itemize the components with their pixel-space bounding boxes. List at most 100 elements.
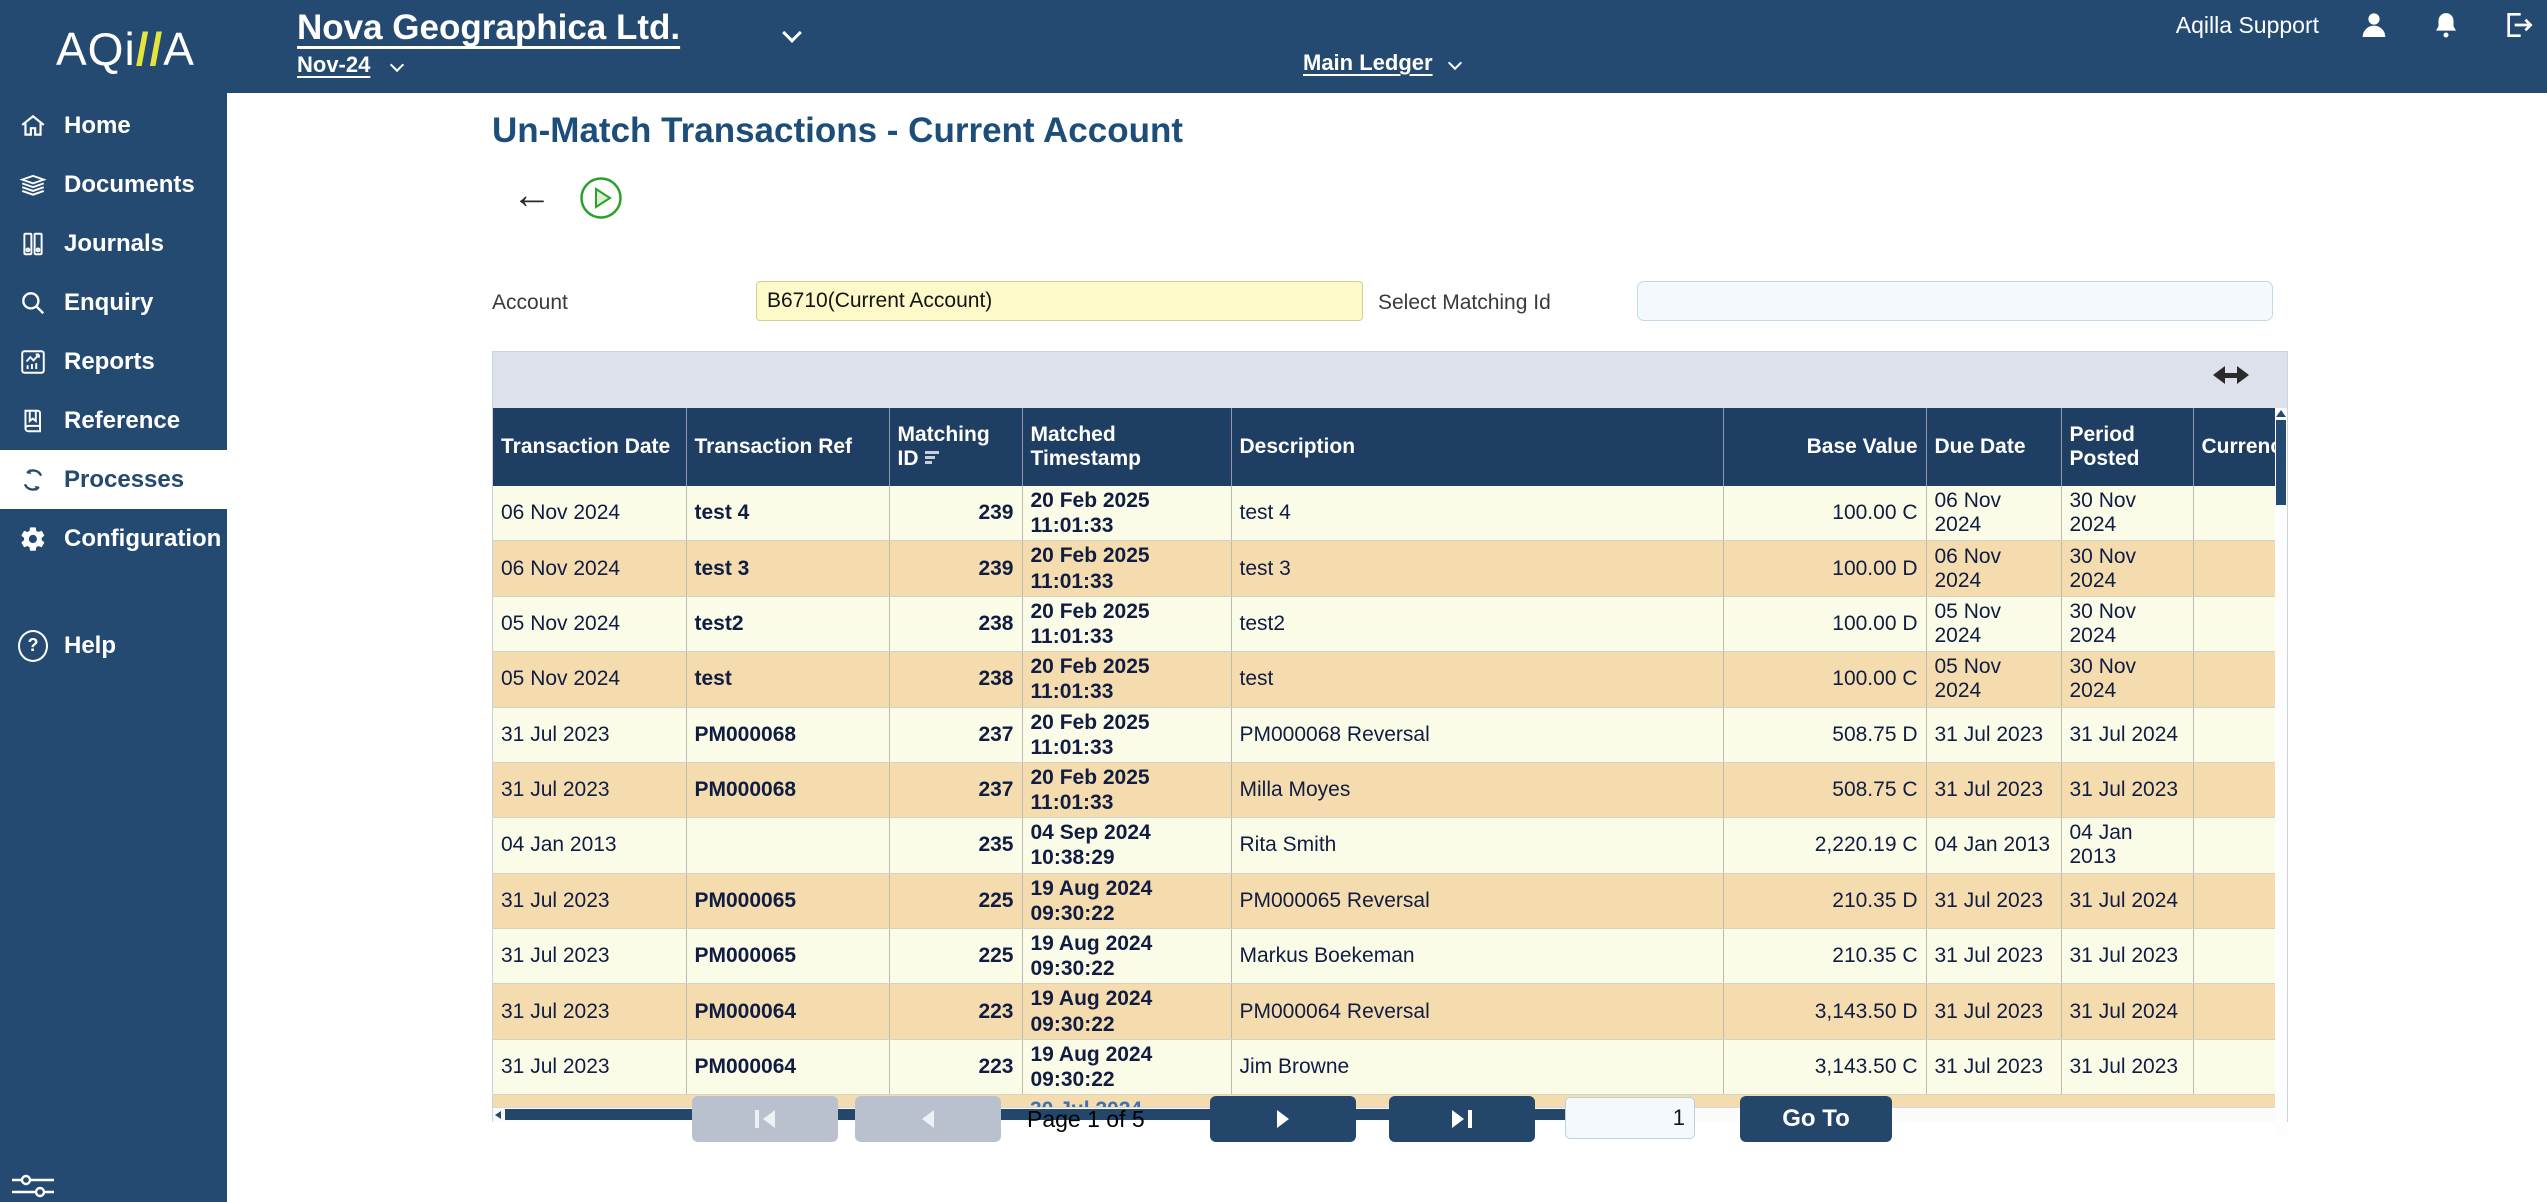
cell-transaction-ref-link[interactable] — [686, 817, 890, 874]
cell-matching-id-link[interactable]: 223 — [889, 1039, 1023, 1096]
table-row[interactable]: 31 Jul 2023 PM000068 237 20 Feb 2025 11:0… — [493, 707, 2276, 763]
col-matched-timestamp[interactable]: Matched Timestamp — [1022, 408, 1232, 486]
cell-due-date: 31 Jul 2023 — [1926, 983, 2062, 1040]
filters-sliders-icon[interactable] — [10, 1172, 56, 1202]
sidebar-item-processes[interactable]: Processes — [0, 450, 227, 509]
table-toolbar — [493, 352, 2287, 408]
cell-transaction-ref-link[interactable]: test 3 — [686, 540, 890, 597]
cell-transaction-ref-link[interactable]: PM000068 — [686, 762, 890, 819]
sidebar-item-configuration[interactable]: Configuration — [0, 509, 227, 568]
cell-matching-id-link[interactable]: 239 — [889, 540, 1023, 597]
logout-icon[interactable] — [2501, 8, 2535, 42]
sidebar-item-help[interactable]: ? Help — [0, 616, 227, 675]
table-row[interactable]: 05 Nov 2024 test 238 20 Feb 2025 11:01:33… — [493, 651, 2276, 708]
cell-transaction-ref-link[interactable]: PM000064 — [686, 1039, 890, 1096]
cell-description: test 3 — [1231, 540, 1724, 597]
cell-matching-id-link[interactable]: 225 — [889, 928, 1023, 985]
chevron-down-icon — [1447, 55, 1463, 71]
cell-transaction-ref-link[interactable]: test2 — [686, 596, 890, 653]
table-row[interactable]: 31 Jul 2023 PM000064 223 19 Aug 2024 09:3… — [493, 1039, 2276, 1096]
cell-base-value: 100.00 C — [1723, 651, 1927, 708]
cell-transaction-date: 06 Nov 2024 — [493, 486, 687, 542]
cell-currency — [2193, 983, 2276, 1040]
cell-period-posted: 31 Jul 2024 — [2061, 983, 2194, 1040]
sidebar-item-reference[interactable]: Reference — [0, 391, 227, 450]
vertical-scroll-thumb[interactable] — [2276, 420, 2286, 505]
table-row[interactable]: 04 Jan 2013 235 04 Sep 2024 10:38:29 Rita… — [493, 817, 2276, 874]
first-page-button[interactable] — [692, 1096, 838, 1142]
cell-transaction-ref-link[interactable]: PM000064 — [686, 983, 890, 1040]
sidebar-item-home[interactable]: Home — [0, 96, 227, 155]
cell-matching-id-link[interactable]: 225 — [889, 873, 1023, 930]
run-process-button[interactable] — [579, 176, 623, 220]
ledger-selector[interactable]: Main Ledger — [1303, 50, 1433, 75]
cell-matched-timestamp: 04 Sep 2024 10:38:29 — [1022, 817, 1232, 874]
cell-transaction-ref-link[interactable]: test 4 — [686, 486, 890, 542]
cell-transaction-ref-link[interactable]: PM000068 — [686, 707, 890, 763]
cell-matching-id-link[interactable]: 238 — [889, 596, 1023, 653]
back-arrow-button[interactable]: ← — [512, 173, 552, 217]
cell-transaction-ref-link[interactable]: PM000065 — [686, 873, 890, 930]
col-matching-id[interactable]: Matching ID — [889, 408, 1023, 486]
book-icon — [18, 406, 48, 436]
sidebar-item-journals[interactable]: Journals — [0, 214, 227, 273]
table-row[interactable]: 31 Jul 2023 PM000065 225 19 Aug 2024 09:3… — [493, 873, 2276, 930]
sidebar-item-enquiry[interactable]: Enquiry — [0, 273, 227, 332]
cell-matching-id-link[interactable]: 223 — [889, 983, 1023, 1040]
notifications-bell-icon[interactable] — [2429, 8, 2463, 42]
cell-due-date: 31 Jul 2023 — [1926, 1039, 2062, 1096]
cell-due-date: 31 Jul 2023 — [1926, 873, 2062, 930]
cell-matching-id-link[interactable]: 239 — [889, 486, 1023, 542]
scroll-left-arrow[interactable] — [495, 1111, 501, 1120]
user-profile-icon[interactable] — [2357, 8, 2391, 42]
user-cluster: Aqilla Support — [2176, 8, 2535, 42]
table-row[interactable]: 31 Jul 2023 PM000064 223 19 Aug 2024 09:3… — [493, 983, 2276, 1040]
search-icon — [18, 288, 48, 318]
cell-currency — [2193, 817, 2276, 874]
col-description[interactable]: Description — [1231, 408, 1724, 486]
cell-matched-timestamp: 19 Aug 2024 09:30:22 — [1022, 1039, 1232, 1096]
cell-transaction-ref-link[interactable]: PM000065 — [686, 928, 890, 985]
col-transaction-date[interactable]: Transaction Date — [493, 408, 687, 486]
col-transaction-ref[interactable]: Transaction Ref — [686, 408, 890, 486]
col-currency[interactable]: Currency — [2193, 408, 2276, 486]
gear-icon — [18, 524, 48, 554]
sidebar-item-label: Home — [64, 111, 131, 139]
period-selector[interactable]: Nov-24 — [297, 52, 371, 77]
horizontal-scroll-thumb[interactable] — [505, 1109, 1573, 1121]
matching-id-label: Select Matching Id — [1378, 291, 1551, 314]
vertical-scrollbar[interactable] — [2275, 408, 2287, 1135]
table-row[interactable]: 06 Nov 2024 test 4 239 20 Feb 2025 11:01:… — [493, 486, 2276, 542]
sidebar-item-label: Journals — [64, 229, 165, 257]
cell-matching-id-link[interactable]: 235 — [889, 817, 1023, 874]
previous-page-button[interactable] — [855, 1096, 1001, 1142]
cell-matching-id-link[interactable]: 238 — [889, 651, 1023, 708]
sidebar-item-reports[interactable]: Reports — [0, 332, 227, 391]
col-base-value[interactable]: Base Value — [1723, 408, 1927, 486]
next-page-button[interactable] — [1210, 1096, 1356, 1142]
cell-matching-id-link[interactable]: 237 — [889, 762, 1023, 819]
col-period-posted[interactable]: Period Posted — [2061, 408, 2194, 486]
scroll-up-arrow[interactable] — [2276, 410, 2286, 417]
table-row[interactable]: 31 Jul 2023 PM000068 237 20 Feb 2025 11:0… — [493, 762, 2276, 819]
table-row[interactable]: 05 Nov 2024 test2 238 20 Feb 2025 11:01:3… — [493, 596, 2276, 653]
cell-transaction-ref-link[interactable]: test — [686, 651, 890, 708]
goto-button[interactable]: Go To — [1740, 1096, 1892, 1142]
cell-period-posted: 04 Jan 2013 — [2061, 817, 2194, 874]
company-selector[interactable]: Nova Geographica Ltd. — [297, 8, 681, 47]
table-header-row: Transaction Date Transaction Ref Matchin… — [493, 408, 2276, 486]
sort-icon — [924, 449, 939, 464]
table-row[interactable]: 06 Nov 2024 test 3 239 20 Feb 2025 11:01:… — [493, 540, 2276, 597]
sidebar-item-documents[interactable]: Documents — [0, 155, 227, 214]
page-number-input[interactable] — [1565, 1097, 1695, 1139]
table-row[interactable]: 31 Jul 2023 PM000065 225 19 Aug 2024 09:3… — [493, 928, 2276, 985]
matching-id-input[interactable] — [1637, 281, 2273, 321]
cell-transaction-date: 31 Jul 2023 — [493, 1039, 687, 1096]
cell-period-posted: 30 Nov 2024 — [2061, 596, 2194, 653]
help-icon: ? — [18, 629, 48, 662]
last-page-button[interactable] — [1389, 1096, 1535, 1142]
column-resize-icon[interactable] — [2213, 366, 2249, 384]
cell-matching-id-link[interactable]: 237 — [889, 707, 1023, 763]
col-due-date[interactable]: Due Date — [1926, 408, 2062, 486]
account-input[interactable] — [756, 281, 1363, 321]
